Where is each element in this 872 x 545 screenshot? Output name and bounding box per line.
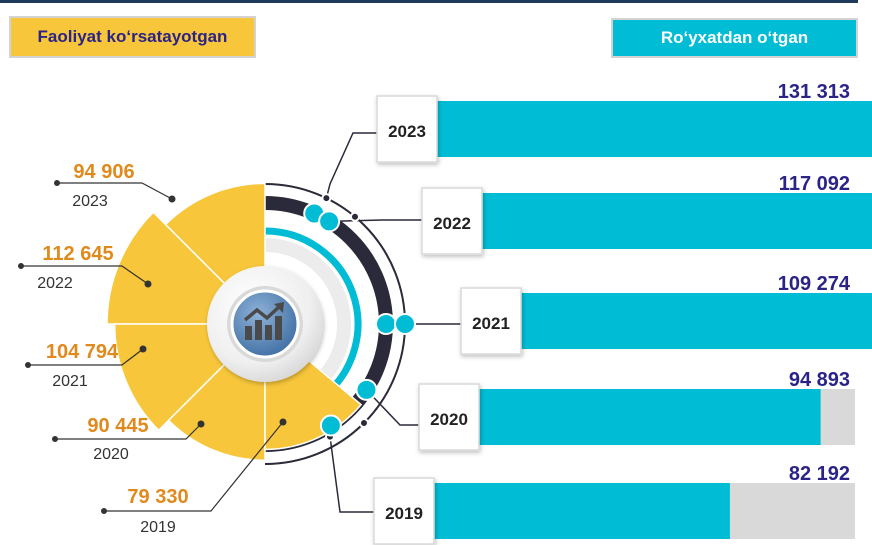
year-label-box-2019 bbox=[373, 477, 435, 545]
active-leader-end-2019 bbox=[279, 418, 287, 426]
year-label-box-2020 bbox=[418, 383, 480, 451]
active-leader-end-2021 bbox=[139, 345, 147, 353]
active-year-label-2020: 2020 bbox=[93, 446, 129, 463]
bar-year-label-2022: 2022 bbox=[433, 214, 471, 233]
bar-registered-2021 bbox=[521, 293, 872, 349]
active-leader-start-2019 bbox=[101, 508, 107, 514]
year-label-box-2021 bbox=[460, 287, 522, 355]
bar-value-label-2023: 131 313 bbox=[778, 81, 850, 103]
ring-dot-2020 bbox=[358, 417, 369, 428]
connector-2020 bbox=[365, 389, 419, 426]
active-leader-2020 bbox=[55, 423, 202, 440]
connector-2023 bbox=[325, 132, 377, 199]
bar-value-label-2022: 117 092 bbox=[779, 173, 850, 195]
connector-2022 bbox=[329, 219, 422, 223]
cyan-ring bbox=[264, 227, 362, 398]
ring-marker-2021 bbox=[375, 313, 397, 335]
active-year-label-2021: 2021 bbox=[52, 373, 88, 390]
legend-registered: Ro‘yxatdan o‘tgan bbox=[611, 18, 858, 58]
active-value-label-2019: 79 330 bbox=[127, 486, 188, 508]
bar-year-label-2020: 2020 bbox=[430, 410, 468, 429]
bar-year-label-2019: 2019 bbox=[385, 504, 423, 523]
bar-value-label-2020: 94 893 bbox=[789, 369, 850, 391]
ring-marker-2023 bbox=[321, 193, 332, 204]
ring-marker-2020 bbox=[355, 378, 378, 401]
active-leader-start-2021 bbox=[25, 362, 31, 368]
active-value-label-2021: 104 794 bbox=[46, 341, 119, 363]
icon-bar-3 bbox=[265, 325, 272, 340]
bar-registered-2019 bbox=[434, 483, 730, 539]
icon-bar-2 bbox=[255, 320, 262, 340]
bar-registered-2020 bbox=[479, 389, 821, 445]
bar-year-label-2021: 2021 bbox=[472, 314, 510, 333]
year-label-box-2022 bbox=[421, 187, 483, 255]
active-year-label-2022: 2022 bbox=[37, 275, 73, 292]
active-leader-end-2020 bbox=[197, 420, 205, 428]
bar-value-label-2021: 109 274 bbox=[778, 273, 851, 295]
bar-registered-2022 bbox=[482, 193, 872, 249]
active-leader-end-2023 bbox=[168, 195, 176, 203]
active-leader-start-2023 bbox=[54, 180, 60, 186]
icon-bar-4 bbox=[275, 316, 282, 340]
light-ring bbox=[264, 238, 351, 390]
icon-bar-1 bbox=[245, 326, 252, 340]
legend-active: Faoliyat ko‘rsatayotgan bbox=[9, 16, 256, 58]
active-leader-start-2020 bbox=[52, 436, 58, 442]
ring-dot-2022 bbox=[349, 211, 360, 222]
active-year-label-2023: 2023 bbox=[72, 193, 108, 210]
year-label-box-2023 bbox=[376, 95, 438, 163]
top-rule bbox=[0, 0, 858, 3]
active-value-label-2023: 94 906 bbox=[73, 161, 134, 183]
active-leader-2021 bbox=[28, 348, 144, 366]
bar-registered-2023 bbox=[437, 101, 872, 157]
bar-value-label-2019: 82 192 bbox=[789, 463, 850, 485]
ring-marker-2022 bbox=[318, 210, 341, 233]
active-leader-2019 bbox=[104, 421, 284, 512]
active-leader-2022 bbox=[21, 265, 149, 285]
bar-year-label-2023: 2023 bbox=[388, 122, 426, 141]
active-value-label-2022: 112 645 bbox=[42, 243, 113, 265]
icon-trend-line bbox=[243, 304, 282, 322]
active-leader-start-2022 bbox=[18, 263, 24, 269]
active-leader-end-2022 bbox=[144, 280, 152, 288]
active-leader-2023 bbox=[57, 182, 173, 200]
ring-dot-2019 bbox=[319, 414, 342, 437]
ring-dot-2021 bbox=[394, 313, 416, 335]
active-value-label-2020: 90 445 bbox=[87, 415, 148, 437]
active-year-label-2019: 2019 bbox=[140, 519, 176, 536]
connector-2019 bbox=[329, 436, 374, 513]
icon-arrow-head bbox=[274, 302, 284, 313]
chart-trend-up-icon bbox=[230, 289, 300, 359]
